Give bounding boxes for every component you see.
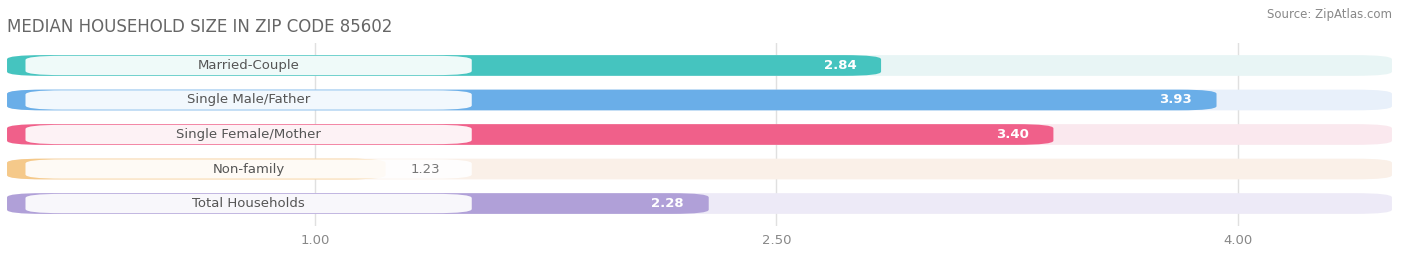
FancyBboxPatch shape <box>25 90 472 110</box>
FancyBboxPatch shape <box>7 124 1392 145</box>
Text: 2.28: 2.28 <box>651 197 685 210</box>
Text: 2.84: 2.84 <box>824 59 856 72</box>
Text: Single Female/Mother: Single Female/Mother <box>176 128 321 141</box>
FancyBboxPatch shape <box>7 159 385 179</box>
Text: 3.40: 3.40 <box>995 128 1029 141</box>
FancyBboxPatch shape <box>25 125 472 144</box>
FancyBboxPatch shape <box>25 194 472 213</box>
FancyBboxPatch shape <box>25 159 472 179</box>
FancyBboxPatch shape <box>25 56 472 75</box>
Text: Non-family: Non-family <box>212 162 285 175</box>
FancyBboxPatch shape <box>7 159 1392 179</box>
Text: Married-Couple: Married-Couple <box>198 59 299 72</box>
FancyBboxPatch shape <box>7 55 1392 76</box>
FancyBboxPatch shape <box>7 193 1392 214</box>
FancyBboxPatch shape <box>7 90 1392 110</box>
Text: Single Male/Father: Single Male/Father <box>187 94 311 107</box>
FancyBboxPatch shape <box>7 193 709 214</box>
Text: Total Households: Total Households <box>193 197 305 210</box>
Text: 1.23: 1.23 <box>411 162 440 175</box>
Text: 3.93: 3.93 <box>1159 94 1192 107</box>
Text: Source: ZipAtlas.com: Source: ZipAtlas.com <box>1267 8 1392 21</box>
Text: MEDIAN HOUSEHOLD SIZE IN ZIP CODE 85602: MEDIAN HOUSEHOLD SIZE IN ZIP CODE 85602 <box>7 18 392 36</box>
FancyBboxPatch shape <box>7 55 882 76</box>
FancyBboxPatch shape <box>7 124 1053 145</box>
FancyBboxPatch shape <box>7 90 1216 110</box>
